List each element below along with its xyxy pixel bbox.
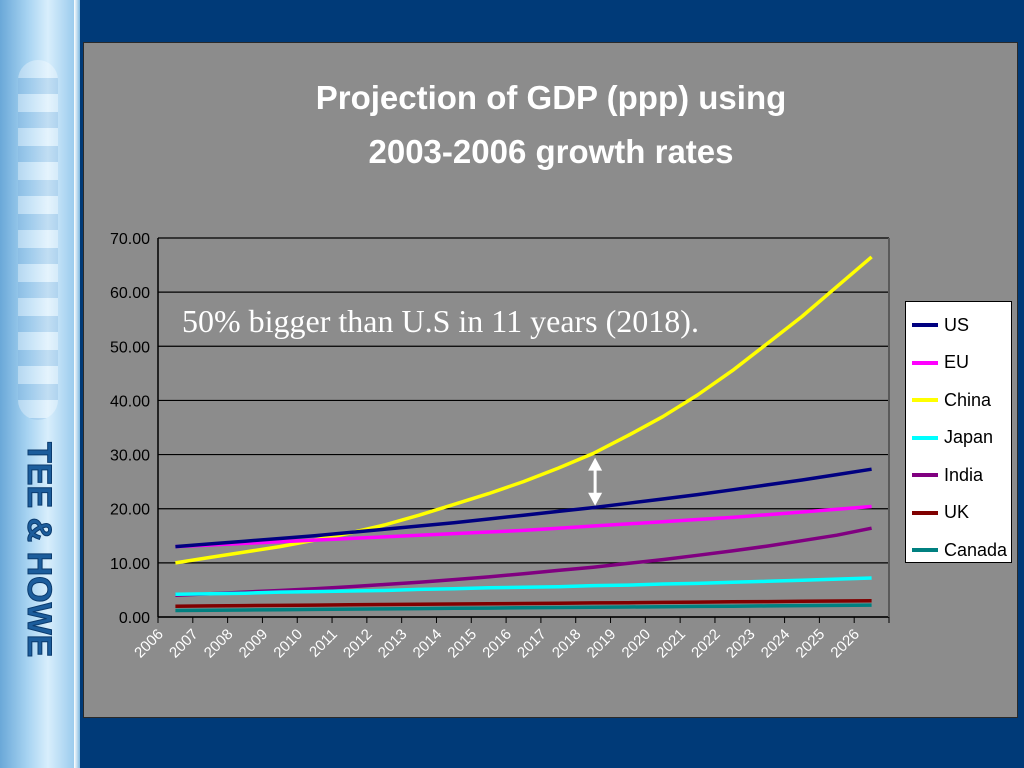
x-tick-label: 2017 (514, 626, 550, 662)
x-tick-label: 2022 (688, 626, 724, 662)
chart-legend: US EU China Japan India UK Canada (905, 301, 1012, 563)
legend-label: UK (944, 502, 970, 522)
gdp-line-chart: Projection of GDP (ppp) using 2003-2006 … (110, 79, 890, 662)
legend-item-uk: UK (912, 500, 969, 526)
chart-annotation: 50% bigger than U.S in 11 years (2018). (182, 303, 699, 339)
logo-text: TEE & HOWE (20, 442, 58, 657)
chart-title-line-2: 2003-2006 growth rates (368, 133, 733, 170)
legend-item-eu: EU (912, 350, 969, 376)
x-tick-label: 2007 (166, 626, 202, 662)
x-tick-label: 2010 (270, 626, 306, 662)
x-tick-label: 2016 (479, 626, 515, 662)
y-tick-label: 40.00 (110, 393, 150, 410)
x-tick-label: 2013 (375, 626, 411, 662)
legend-swatch (912, 360, 938, 365)
series-line-uk (175, 599, 872, 608)
test-tube-graphic (18, 60, 58, 420)
sidebar-edge (74, 0, 80, 768)
tee-howe-logo: TEE & HOWE (20, 442, 59, 658)
legend-swatch (912, 510, 938, 515)
x-tick-label: 2026 (827, 626, 863, 662)
legend-item-china: China (912, 387, 991, 413)
legend-swatch (912, 323, 938, 327)
chart-panel: Projection of GDP (ppp) using 2003-2006 … (83, 42, 1018, 718)
legend-label: Canada (944, 539, 1008, 560)
plot-area: 0.00 10.00 20.00 30.00 40.00 50.00 60.00 70.00 2… (110, 231, 890, 662)
x-tick-label: 2012 (340, 626, 376, 662)
legend-item-canada: Canada (912, 537, 1007, 563)
legend-label: US (944, 314, 970, 335)
legend-item-india: India (912, 462, 983, 488)
y-tick-label: 30.00 (110, 448, 150, 465)
legend-swatch (912, 548, 938, 552)
x-tick-label: 2024 (758, 626, 794, 662)
legend-item-japan: Japan (912, 425, 993, 451)
y-tick-label: 60.00 (110, 285, 150, 302)
x-tick-label: 2008 (201, 626, 237, 662)
x-tick-label: 2015 (444, 626, 480, 662)
x-tick-label: 2014 (410, 626, 446, 662)
x-tick-label: 2025 (793, 626, 829, 662)
legend-item-us: US (912, 312, 969, 338)
x-tick-label: 2018 (549, 626, 585, 662)
legend-swatch (912, 435, 938, 440)
annotation-arrow (588, 457, 603, 506)
legend-label: China (944, 389, 992, 410)
legend-label: India (944, 464, 984, 485)
x-tick-label: 2019 (584, 626, 620, 662)
series-line-china (175, 255, 873, 565)
y-tick-label: 20.00 (110, 502, 150, 519)
x-tick-label: 2020 (619, 626, 655, 662)
x-tick-label: 2023 (723, 626, 759, 662)
y-tick-label: 0.00 (119, 610, 150, 627)
decorative-sidebar: TEE & HOWE (0, 0, 80, 768)
y-tick-label: 10.00 (110, 556, 150, 573)
x-tick-label: 2006 (131, 626, 167, 662)
x-tick-label: 2009 (236, 626, 272, 662)
series-line-japan (175, 576, 872, 597)
plot-background (158, 238, 889, 617)
y-tick-label: 70.00 (110, 231, 150, 248)
legend-label: Japan (944, 427, 994, 447)
series-line-us (175, 467, 872, 549)
y-tick-label: 50.00 (110, 339, 150, 356)
series-line-india (175, 526, 872, 598)
series-line-canada (175, 603, 872, 613)
x-tick-label: 2011 (306, 626, 341, 661)
legend-swatch (912, 398, 938, 402)
chart-title-line-1: Projection of GDP (ppp) using (316, 79, 787, 116)
legend-swatch (912, 473, 938, 477)
x-tick-label: 2021 (653, 626, 689, 662)
series-line-eu (175, 504, 872, 549)
legend-label: EU (944, 352, 970, 372)
